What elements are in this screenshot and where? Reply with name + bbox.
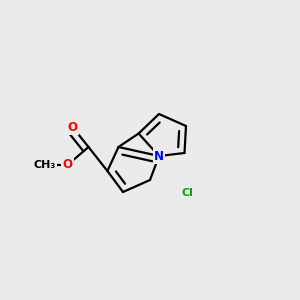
Text: O: O [62,158,73,172]
Text: N: N [154,149,164,163]
Text: CH₃: CH₃ [34,160,56,170]
Text: O: O [68,121,78,134]
Text: Cl: Cl [182,188,194,199]
